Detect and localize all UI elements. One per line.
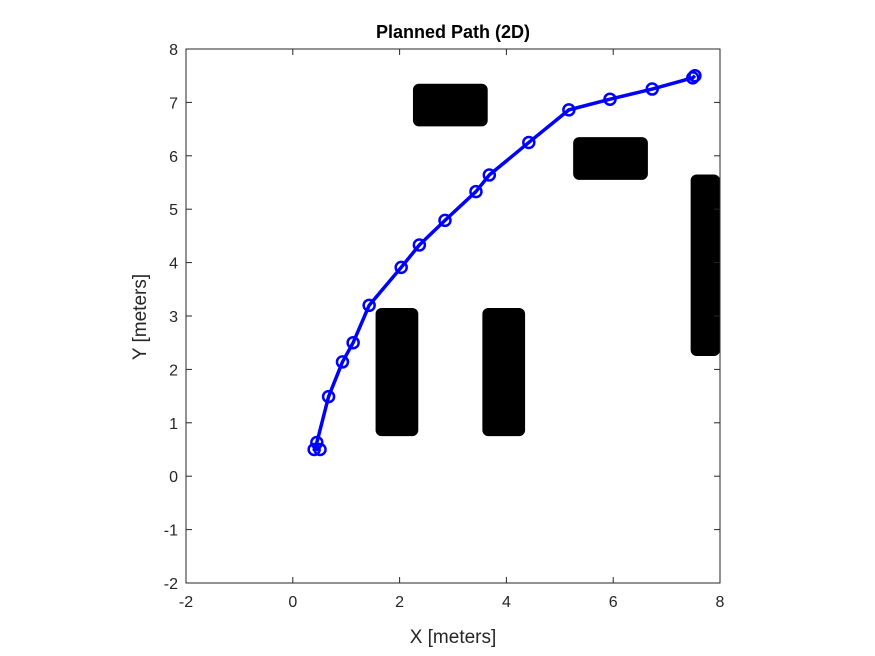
path-waypoint: [522, 135, 536, 150]
x-tick-label: 6: [609, 594, 618, 611]
y-tick-label: -2: [164, 576, 178, 593]
chart-title: Planned Path (2D): [376, 22, 530, 42]
obstacle-1: [412, 83, 488, 127]
path-waypoint: [346, 335, 360, 350]
x-tick-label: -2: [179, 594, 193, 611]
y-tick-label: 6: [169, 149, 178, 166]
x-tick-label: 8: [716, 594, 725, 611]
path-waypoint: [645, 82, 659, 96]
path-waypoint: [482, 168, 497, 182]
y-tick-label: 5: [169, 202, 178, 219]
y-tick-label: -1: [164, 523, 178, 540]
obstacle-5: [482, 307, 526, 437]
path-waypoint: [469, 184, 483, 199]
x-tick-label: 2: [395, 594, 404, 611]
path-layer: [307, 68, 702, 457]
path-waypoint: [688, 68, 702, 83]
y-tick-label: 2: [169, 362, 178, 379]
path-waypoint: [362, 298, 376, 313]
path-waypoint: [412, 238, 427, 252]
path-line: [312, 74, 697, 452]
path-waypoint: [313, 442, 327, 457]
path-waypoint: [603, 92, 617, 106]
y-tick-label: 3: [169, 309, 178, 326]
x-tick-label: 4: [502, 594, 511, 611]
axes: [185, 48, 721, 584]
path-waypoint: [335, 355, 350, 369]
path-waypoint: [562, 103, 576, 117]
obstacle-layer: [375, 83, 720, 437]
y-tick-label: 0: [169, 469, 178, 486]
path-waypoint: [307, 442, 321, 457]
obstacle-2: [573, 137, 648, 180]
path-waypoint: [394, 260, 408, 275]
y-tick-label: 1: [169, 416, 178, 433]
x-axis-label: X [meters]: [410, 627, 497, 648]
plot-box: [185, 48, 721, 584]
y-tick-label: 8: [169, 42, 178, 59]
path-waypoint: [438, 213, 452, 228]
obstacle-3: [690, 174, 720, 357]
tick-layer: -2 0 2 4 6 8 -2 -1 0 1 2 3 4 5 6 7 8: [164, 42, 725, 611]
obstacle-4: [375, 307, 419, 437]
x-tick-label: 0: [288, 594, 297, 611]
path-waypoint: [321, 389, 336, 404]
y-tick-label: 7: [169, 95, 178, 112]
path-waypoint: [686, 71, 700, 85]
y-tick-label: 4: [169, 256, 178, 273]
path-waypoint: [310, 435, 324, 450]
y-axis-label: Y [meters]: [130, 274, 151, 360]
